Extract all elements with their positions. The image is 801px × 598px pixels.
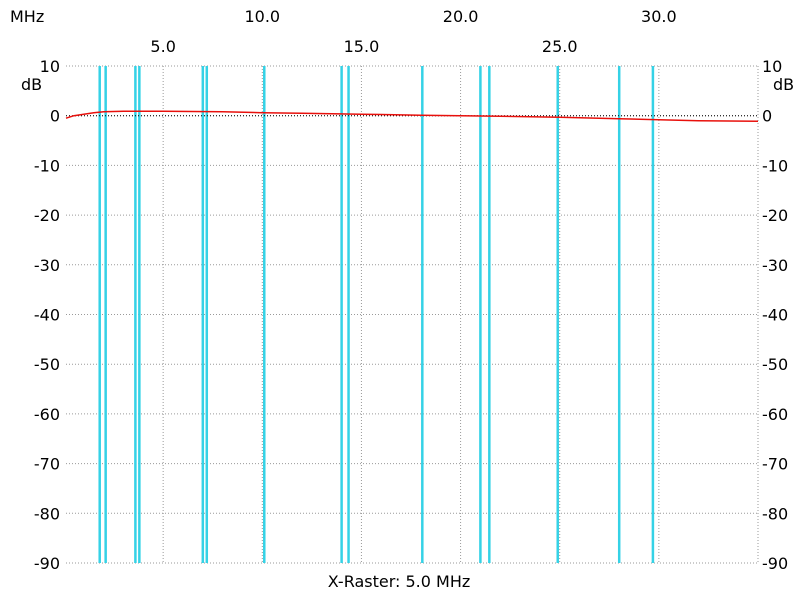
y-tick-label-right: -50 bbox=[762, 355, 788, 374]
y-tick-label-right: -20 bbox=[762, 206, 788, 225]
x-tick-label: 15.0 bbox=[344, 37, 380, 56]
y-unit-label-left: dB bbox=[21, 75, 42, 94]
x-raster-footer: X-Raster: 5.0 MHz bbox=[328, 572, 471, 591]
y-tick-label-left: -50 bbox=[34, 355, 60, 374]
y-tick-label-right: -10 bbox=[762, 156, 788, 175]
x-tick-label: 10.0 bbox=[244, 7, 280, 26]
y-tick-label-right: 10 bbox=[762, 57, 782, 76]
response-trace bbox=[65, 110, 759, 122]
y-tick-labels: 10 10 0 0 -10 -10 -20 -20 -30 -30 -40 -40 -50 -50 -60 -… bbox=[34, 57, 788, 573]
x-tick-label: 20.0 bbox=[443, 7, 479, 26]
y-tick-label-right: -60 bbox=[762, 405, 788, 424]
x-tick-labels: 10.0 20.0 30.0 5.0 15.0 25.0 bbox=[150, 7, 676, 56]
grid-lines bbox=[66, 65, 759, 564]
y-tick-label-left: -90 bbox=[34, 554, 60, 573]
y-tick-label-right: -40 bbox=[762, 306, 788, 325]
y-tick-label-right: -30 bbox=[762, 256, 788, 275]
y-tick-label-left: -30 bbox=[34, 256, 60, 275]
band-markers bbox=[98, 66, 655, 563]
y-tick-label-left: -20 bbox=[34, 206, 60, 225]
x-unit-label: MHz bbox=[10, 7, 44, 26]
y-tick-label-left: 10 bbox=[40, 57, 60, 76]
y-tick-label-left: -40 bbox=[34, 306, 60, 325]
y-tick-label-right: -70 bbox=[762, 455, 788, 474]
y-tick-label-right: -80 bbox=[762, 504, 788, 523]
y-tick-label-left: -10 bbox=[34, 156, 60, 175]
y-tick-label-left: 0 bbox=[50, 107, 60, 126]
y-tick-label-right: 0 bbox=[762, 107, 772, 126]
y-tick-label-left: -70 bbox=[34, 455, 60, 474]
axis-labels: MHz dB dB bbox=[10, 7, 794, 94]
y-tick-label-right: -90 bbox=[762, 554, 788, 573]
x-tick-label: 30.0 bbox=[641, 7, 677, 26]
y-tick-label-left: -80 bbox=[34, 504, 60, 523]
x-tick-label: 25.0 bbox=[542, 37, 578, 56]
y-unit-label-right: dB bbox=[773, 75, 794, 94]
x-tick-label: 5.0 bbox=[150, 37, 175, 56]
y-tick-label-left: -60 bbox=[34, 405, 60, 424]
